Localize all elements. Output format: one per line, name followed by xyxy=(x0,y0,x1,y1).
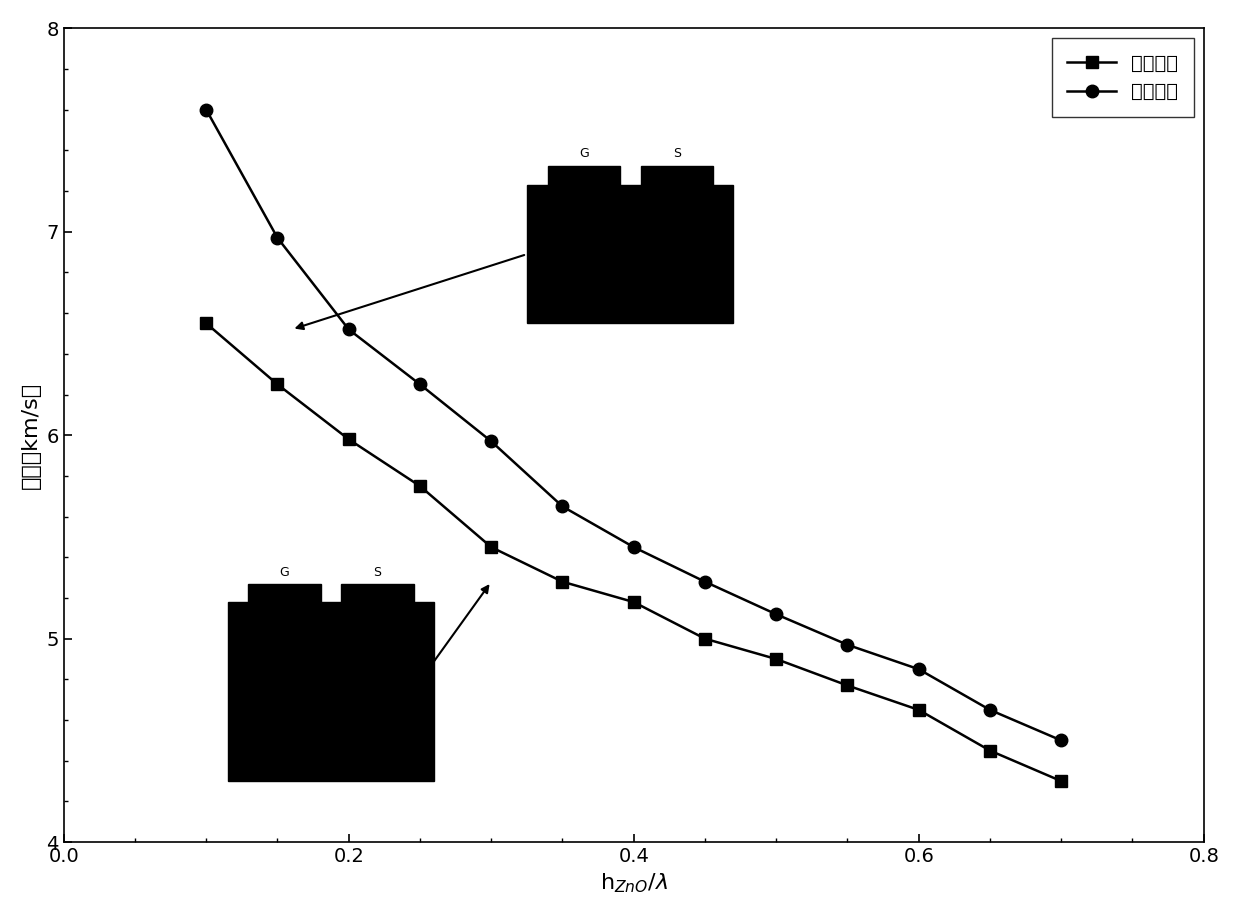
双层电极 xyxy=(1054,776,1069,787)
Line: 双层电极: 双层电极 xyxy=(200,317,1068,788)
Text: G: G xyxy=(279,566,289,579)
Bar xyxy=(641,166,713,185)
双层电极 xyxy=(413,481,428,492)
Bar xyxy=(527,185,734,323)
Text: S: S xyxy=(672,147,681,159)
双层电极 xyxy=(911,704,926,715)
双层电极 xyxy=(769,653,784,664)
双层电极 xyxy=(270,379,285,390)
Text: G: G xyxy=(579,147,589,159)
单层电极 xyxy=(698,576,713,587)
Line: 单层电极: 单层电极 xyxy=(200,104,1068,747)
单层电极 xyxy=(911,664,926,675)
双层电极 xyxy=(556,576,570,587)
Text: S: S xyxy=(373,566,382,579)
Bar xyxy=(228,602,434,781)
单层电极 xyxy=(413,379,428,390)
单层电极 xyxy=(556,501,570,512)
Y-axis label: 声速（km/s）: 声速（km/s） xyxy=(21,382,41,489)
单层电极 xyxy=(341,324,356,335)
Bar xyxy=(341,584,414,602)
单层电极 xyxy=(839,639,854,650)
单层电极 xyxy=(270,233,285,244)
X-axis label: h$_{ZnO}$/$\lambda$: h$_{ZnO}$/$\lambda$ xyxy=(600,871,668,895)
双层电极 xyxy=(626,596,641,607)
Bar xyxy=(248,584,321,602)
双层电极 xyxy=(484,541,498,552)
双层电极 xyxy=(698,633,713,644)
Bar xyxy=(548,166,620,185)
Legend: 双层电极, 单层电极: 双层电极, 单层电极 xyxy=(1052,38,1194,117)
双层电极 xyxy=(341,434,356,445)
单层电极 xyxy=(982,704,997,715)
单层电极 xyxy=(484,436,498,447)
双层电极 xyxy=(982,745,997,756)
单层电极 xyxy=(626,541,641,552)
单层电极 xyxy=(198,104,213,115)
单层电极 xyxy=(769,609,784,620)
双层电极 xyxy=(198,318,213,329)
单层电极 xyxy=(1054,735,1069,746)
双层电极 xyxy=(839,680,854,691)
